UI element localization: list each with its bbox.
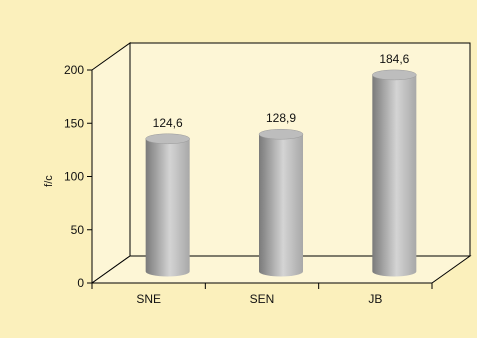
data-label: 128,9 (266, 111, 296, 125)
x-tick-label: JB (368, 292, 382, 306)
bar-body (372, 74, 417, 277)
y-tick-label: 0 (77, 276, 84, 290)
data-label: 124,6 (153, 116, 183, 130)
x-tick-label: SNE (136, 292, 161, 306)
y-tick-label: 150 (64, 116, 84, 130)
bars: 124,6 SNE 128,9 SEN 184,6 JB (136, 52, 417, 306)
bar-sne: 124,6 SNE (136, 116, 190, 306)
side-wall (91, 42, 131, 284)
bar-sen: 128,9 SEN (250, 111, 304, 306)
bar-body (145, 138, 190, 277)
bar-top (258, 128, 304, 140)
bar-body (259, 134, 303, 277)
bar-top (372, 69, 417, 81)
bar-jb: 184,6 JB (368, 52, 417, 306)
x-tick-label: SEN (250, 292, 275, 306)
y-axis-label: f/c (43, 175, 55, 187)
y-tick-label: 100 (64, 170, 84, 184)
y-tick-label: 200 (64, 63, 84, 77)
bar-top (145, 133, 190, 145)
data-label: 184,6 (379, 52, 409, 66)
axes: 0 50 100 150 200 (64, 63, 433, 290)
y-tick-label: 50 (71, 223, 85, 237)
